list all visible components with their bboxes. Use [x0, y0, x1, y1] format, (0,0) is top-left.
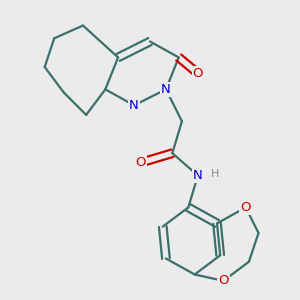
Text: N: N [161, 83, 171, 96]
Text: O: O [218, 274, 229, 287]
Text: O: O [241, 201, 251, 214]
Text: N: N [129, 99, 139, 112]
Text: H: H [211, 169, 220, 179]
Text: O: O [193, 67, 203, 80]
Text: N: N [193, 169, 203, 182]
Text: O: O [135, 156, 146, 169]
